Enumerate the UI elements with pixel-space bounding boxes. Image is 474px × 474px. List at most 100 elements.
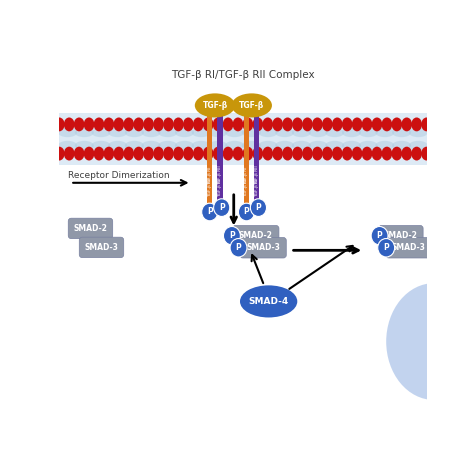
Ellipse shape <box>375 141 394 150</box>
Ellipse shape <box>74 146 84 161</box>
Text: SMAD-2: SMAD-2 <box>73 224 108 233</box>
Ellipse shape <box>163 118 174 131</box>
Text: P: P <box>255 203 261 212</box>
Ellipse shape <box>223 118 233 131</box>
FancyBboxPatch shape <box>233 226 279 246</box>
Ellipse shape <box>238 203 255 221</box>
Ellipse shape <box>202 203 218 221</box>
Ellipse shape <box>225 141 244 150</box>
Text: TGF-β RII: TGF-β RII <box>208 178 212 197</box>
Text: TGF-β: TGF-β <box>202 101 228 110</box>
Bar <box>59 113 427 164</box>
Text: SMAD-3: SMAD-3 <box>246 243 280 252</box>
Ellipse shape <box>209 141 228 150</box>
Text: P: P <box>229 231 235 240</box>
Ellipse shape <box>292 118 303 131</box>
Ellipse shape <box>163 146 174 161</box>
Ellipse shape <box>325 141 344 150</box>
Text: TGF-β RI: TGF-β RI <box>245 166 248 185</box>
Text: P: P <box>383 243 389 252</box>
Ellipse shape <box>332 146 343 161</box>
Text: SMAD-2: SMAD-2 <box>384 231 418 240</box>
Ellipse shape <box>173 146 184 161</box>
Text: TGF-β RI: TGF-β RI <box>255 179 259 197</box>
Text: Receptor Dimerization: Receptor Dimerization <box>68 171 170 180</box>
Ellipse shape <box>158 128 177 137</box>
Ellipse shape <box>392 118 402 131</box>
Ellipse shape <box>421 118 432 131</box>
Ellipse shape <box>312 118 323 131</box>
Ellipse shape <box>401 146 412 161</box>
Ellipse shape <box>191 128 211 137</box>
Ellipse shape <box>322 146 333 161</box>
Text: SMAD-3: SMAD-3 <box>84 243 118 252</box>
Text: P: P <box>377 231 383 240</box>
Ellipse shape <box>292 146 303 161</box>
Ellipse shape <box>411 146 422 161</box>
Ellipse shape <box>332 118 343 131</box>
Ellipse shape <box>421 146 432 161</box>
Text: TGF-β RII: TGF-β RII <box>245 178 248 197</box>
Ellipse shape <box>230 238 247 257</box>
Ellipse shape <box>392 128 411 137</box>
Ellipse shape <box>225 128 244 137</box>
Text: SMAD-2: SMAD-2 <box>239 231 273 240</box>
Ellipse shape <box>352 146 363 161</box>
Ellipse shape <box>309 141 328 150</box>
Ellipse shape <box>342 118 353 131</box>
Ellipse shape <box>275 128 294 137</box>
Ellipse shape <box>123 118 134 131</box>
Ellipse shape <box>342 128 361 137</box>
Ellipse shape <box>378 238 395 257</box>
Bar <box>244 99 249 203</box>
Ellipse shape <box>64 118 74 131</box>
Ellipse shape <box>58 128 77 137</box>
Ellipse shape <box>58 141 77 150</box>
Ellipse shape <box>258 128 277 137</box>
Ellipse shape <box>214 199 230 217</box>
Text: SMAD-3: SMAD-3 <box>392 243 425 252</box>
Ellipse shape <box>352 118 363 131</box>
Ellipse shape <box>411 118 422 131</box>
Ellipse shape <box>84 146 94 161</box>
Ellipse shape <box>362 146 373 161</box>
Ellipse shape <box>64 146 74 161</box>
Ellipse shape <box>75 128 94 137</box>
Ellipse shape <box>209 128 228 137</box>
Ellipse shape <box>203 146 213 161</box>
Text: TGF-β RI: TGF-β RI <box>208 166 212 185</box>
Ellipse shape <box>258 141 277 150</box>
Ellipse shape <box>253 146 263 161</box>
Ellipse shape <box>213 146 223 161</box>
Ellipse shape <box>342 146 353 161</box>
Ellipse shape <box>91 141 110 150</box>
Bar <box>217 99 222 203</box>
Ellipse shape <box>371 227 388 245</box>
Ellipse shape <box>193 146 203 161</box>
Ellipse shape <box>108 128 127 137</box>
FancyBboxPatch shape <box>379 226 423 246</box>
FancyBboxPatch shape <box>79 237 124 258</box>
Ellipse shape <box>94 118 104 131</box>
Ellipse shape <box>213 118 223 131</box>
Ellipse shape <box>75 141 94 150</box>
Text: TGF-β RII: TGF-β RII <box>255 165 259 185</box>
Text: TGF-β RI: TGF-β RI <box>218 179 222 197</box>
Ellipse shape <box>283 118 293 131</box>
Ellipse shape <box>375 128 394 137</box>
Ellipse shape <box>173 118 184 131</box>
Ellipse shape <box>372 146 383 161</box>
FancyBboxPatch shape <box>386 237 430 258</box>
Ellipse shape <box>231 93 272 118</box>
Ellipse shape <box>233 146 243 161</box>
Ellipse shape <box>74 118 84 131</box>
Ellipse shape <box>143 118 154 131</box>
Ellipse shape <box>401 118 412 131</box>
Ellipse shape <box>242 141 261 150</box>
Ellipse shape <box>273 118 283 131</box>
Ellipse shape <box>123 146 134 161</box>
Ellipse shape <box>273 146 283 161</box>
Ellipse shape <box>153 146 164 161</box>
Ellipse shape <box>193 118 203 131</box>
Ellipse shape <box>54 146 64 161</box>
